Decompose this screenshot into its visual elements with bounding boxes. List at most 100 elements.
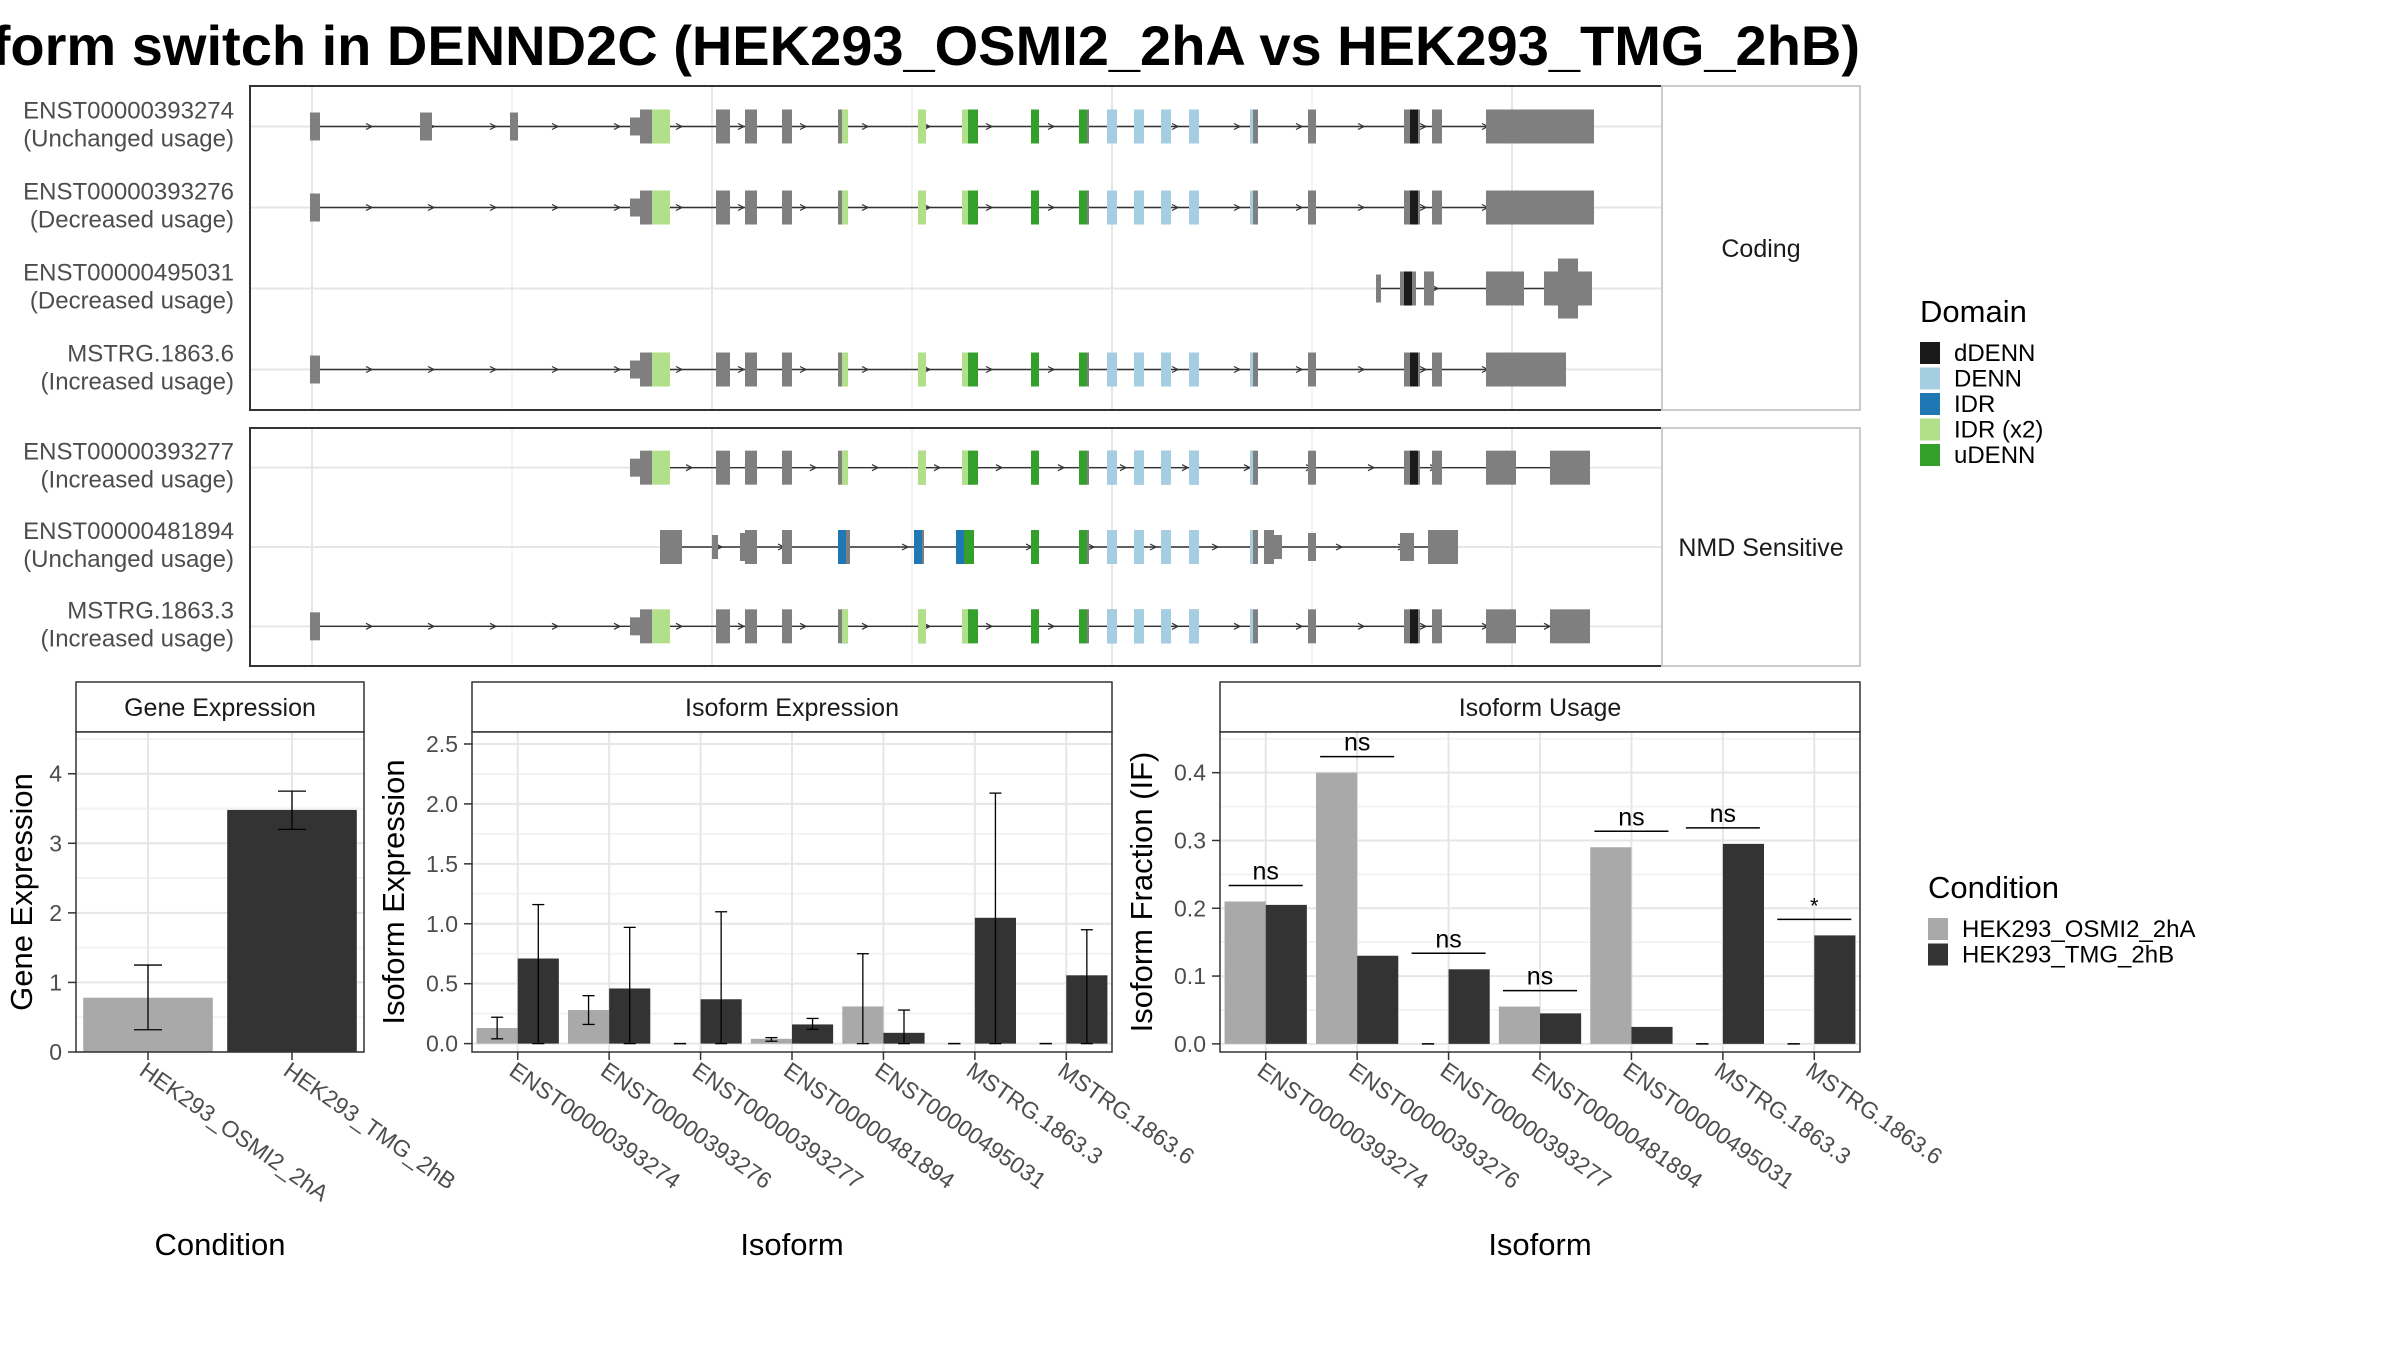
y-tick-label: 0.3 [1174,827,1206,853]
bar [792,1024,834,1044]
x-tick-label: ENST00000393276 [1344,1057,1524,1194]
exon-block [640,190,652,225]
exon-block [1404,609,1412,644]
domain-block [1107,352,1117,387]
domain-block [968,352,978,387]
plot-border [1219,731,1861,1053]
exon-block [782,530,792,564]
exon-block [1250,530,1258,564]
domain-legend-label: DENN [1954,366,2022,393]
domain-block [1031,609,1039,644]
direction-arrow [551,122,560,131]
exon-block [1486,609,1516,644]
direction-arrow [737,203,746,212]
domain-block [962,109,970,144]
transcript-id-label: ENST00000393277 [23,439,234,466]
domain-block [1031,352,1039,387]
transcript-usage-label: (Increased usage) [41,625,234,652]
transcript-usage-label: (Increased usage) [41,467,234,494]
transcript-usage-label: (Unchanged usage) [23,546,234,573]
domain-block [968,109,978,144]
y-axis-title: Gene Expression [4,773,39,1011]
significance-label: ns [1710,800,1736,828]
direction-arrow [1419,203,1428,212]
domain-block [1410,450,1418,485]
exon-block [1250,109,1258,144]
domain-legend-key [1920,367,1940,390]
domain-block [1031,190,1039,225]
transcript-track [250,258,1662,319]
domain-block [1189,109,1199,144]
exon-block [716,190,730,225]
exon-block [310,612,320,641]
y-tick-label: 0.2 [1174,895,1206,921]
exon-block [745,530,757,564]
exon-block [1404,190,1412,225]
exon-block [740,533,748,561]
bar [1498,1006,1540,1044]
domain-block [1031,530,1039,564]
bar [227,809,357,1052]
exon-block [745,609,757,644]
exon-block [745,352,757,387]
exon-block [1576,271,1592,306]
domain-block [664,609,670,644]
direction-arrow [799,622,808,630]
condition-legend-label: HEK293_OSMI2_2hA [1962,916,2195,943]
domain-block [1079,530,1087,564]
direction-arrow [1047,365,1056,374]
domain-block [1134,609,1144,644]
transcript-id-label: ENST00000393274 [23,98,234,125]
exon-block [1486,109,1594,144]
direction-arrow [1171,122,1180,131]
direction-arrow [365,122,374,131]
exon-block [1404,450,1412,485]
exon-block [1272,535,1282,559]
exon-block [1308,109,1316,144]
bar [1224,901,1266,1044]
direction-arrow [1211,543,1220,551]
domain-block [918,109,926,144]
domain-block [918,450,926,485]
y-tick-label: 1.5 [426,851,458,877]
domain-block [914,530,922,564]
chart-panel-isoform-usage: Isoform Usage 0.0 0.1 0.2 0.3 0.4 ns ns ns ns ns ns… [1124,681,1947,1262]
domain-block [652,450,664,485]
domain-block [1161,190,1171,225]
direction-arrow [901,543,910,551]
exon-block [1404,352,1412,387]
bar [1722,843,1764,1044]
bar [1265,904,1307,1044]
exon-block [1432,190,1442,225]
direction-arrow [1295,203,1304,212]
direction-arrow [861,365,870,374]
domain-block [918,352,926,387]
direction-arrow [365,365,374,374]
x-tick-label: ENST00000393277 [688,1057,868,1194]
exon-block [1308,450,1316,485]
domain-block [1134,190,1144,225]
direction-arrow [985,622,994,630]
exon-block [1250,609,1258,644]
domain-legend-key [1920,444,1940,466]
domain-block [968,609,978,644]
x-tick-label: ENST00000393277 [1436,1057,1616,1194]
exon-block [310,193,320,222]
direction-arrow [1171,365,1180,374]
transcript-usage-label: (Increased usage) [41,369,234,396]
domain-block [968,450,978,485]
x-axis-title: Isoform [1488,1227,1591,1262]
panel-strip [1219,681,1861,733]
exon-block [1550,450,1590,485]
domain-block [1404,271,1412,306]
domain-block [962,352,970,387]
exon-block [1428,530,1458,564]
y-axis-title: Isoform Expression [376,759,411,1024]
direction-arrow [489,203,498,212]
y-tick-label: 1 [49,969,62,995]
bar [1448,969,1490,1044]
y-tick-label: 0.1 [1174,963,1206,989]
direction-arrow [613,622,622,630]
direction-arrow [861,622,870,630]
exon-block [1544,271,1562,306]
